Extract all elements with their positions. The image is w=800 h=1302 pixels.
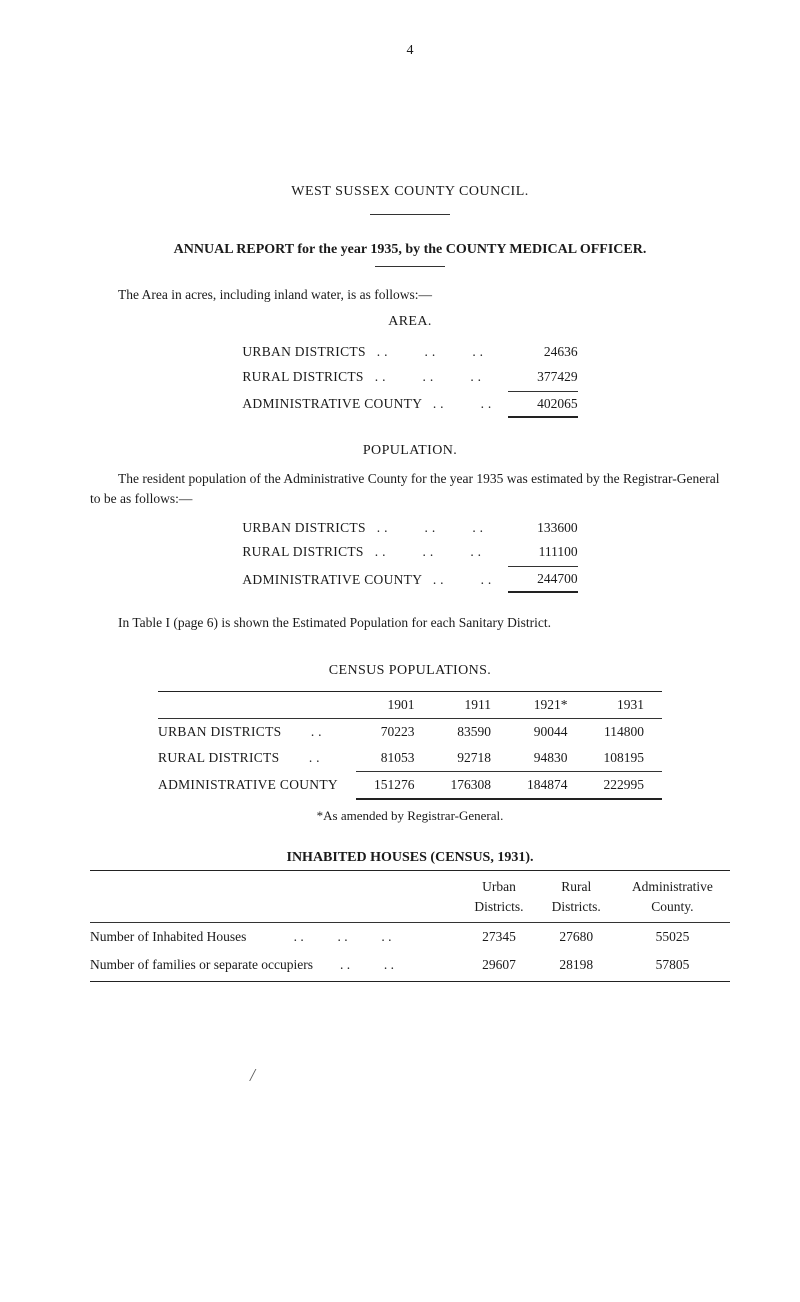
row-label: RURAL DISTRICTS . . . . . . (242, 540, 497, 564)
col-head: Administrative County. (615, 873, 730, 922)
row-label: RURAL DISTRICTS . . . . . . (242, 365, 497, 389)
label-text: ADMINISTRATIVE COUNTY (242, 396, 421, 411)
col-head (90, 873, 460, 922)
table-row: RURAL DISTRICTS . . 81053 92718 94830 10… (158, 745, 662, 772)
cell: 29607 (460, 951, 537, 979)
row-value: 111100 (498, 540, 578, 564)
cell: 28198 (538, 951, 615, 979)
council-title: WEST SUSSEX COUNTY COUNCIL. (90, 181, 730, 202)
cell: 92718 (432, 745, 509, 772)
table-bottom-rule (90, 981, 730, 982)
population-intro: The resident population of the Administr… (90, 469, 730, 510)
cell: 222995 (585, 772, 662, 799)
houses-heading: INHABITED HOUSES (CENSUS, 1931). (90, 847, 730, 868)
cell: 90044 (509, 718, 586, 745)
table-row: Number of families or separate occupiers… (90, 951, 730, 979)
report-title-text: ANNUAL REPORT for the year 1935, by the … (174, 242, 647, 257)
col-head: 1931 (585, 691, 662, 718)
cell: 114800 (585, 718, 662, 745)
row-value: 133600 (498, 516, 578, 540)
cell: 151276 (356, 772, 433, 799)
stray-slash: / (250, 1062, 730, 1089)
area-table: URBAN DISTRICTS . . . . . . 24636 RURAL … (242, 340, 577, 420)
houses-table: Urban Districts. Rural Districts. Admini… (90, 873, 730, 979)
table-row: URBAN DISTRICTS . . . . . . 24636 (242, 340, 577, 364)
table-row: ADMINISTRATIVE COUNTY . . . . 244700 (242, 564, 577, 595)
row-label: RURAL DISTRICTS . . (158, 745, 356, 772)
col-head: Rural Districts. (538, 873, 615, 922)
leader-dots: . . . . . . (377, 344, 484, 359)
row-label: Number of Inhabited Houses . . . . . . (90, 922, 460, 951)
leader-dots: . . . . . . (375, 544, 482, 559)
table-row: RURAL DISTRICTS . . . . . . 377429 (242, 365, 577, 389)
population-heading: POPULATION. (90, 440, 730, 461)
label-text: URBAN DISTRICTS (242, 344, 365, 359)
row-value: 24636 (498, 340, 578, 364)
cell: 70223 (356, 718, 433, 745)
col-head: 1911 (432, 691, 509, 718)
census-table-wrap: 1901 1911 1921* 1931 URBAN DISTRICTS . .… (90, 691, 730, 800)
table-header-row: Urban Districts. Rural Districts. Admini… (90, 873, 730, 922)
cell: 83590 (432, 718, 509, 745)
col-head: 1921* (509, 691, 586, 718)
page-number: 4 (90, 40, 730, 61)
table-row: ADMINISTRATIVE COUNTY . . . . 402065 (242, 389, 577, 420)
table-row: Number of Inhabited Houses . . . . . . 2… (90, 922, 730, 951)
label-text: ADMINISTRATIVE COUNTY (242, 572, 421, 587)
document-page: 4 WEST SUSSEX COUNTY COUNCIL. ANNUAL REP… (0, 0, 800, 1169)
row-label: URBAN DISTRICTS . . (158, 718, 356, 745)
cell: 27680 (538, 922, 615, 951)
report-title: ANNUAL REPORT for the year 1935, by the … (90, 239, 730, 260)
cell: 55025 (615, 922, 730, 951)
area-intro: The Area in acres, including inland wate… (90, 285, 730, 305)
area-heading: AREA. (90, 311, 730, 332)
row-label: ADMINISTRATIVE COUNTY (158, 772, 356, 799)
leader-dots: . . . . (433, 572, 492, 587)
row-label: URBAN DISTRICTS . . . . . . (242, 340, 497, 364)
sum-value: 244700 (508, 566, 578, 593)
row-value: 244700 (498, 564, 578, 595)
divider-rule (375, 266, 445, 267)
population-table: URBAN DISTRICTS . . . . . . 133600 RURAL… (242, 516, 577, 596)
leader-dots: . . . . (433, 396, 492, 411)
col-head: 1901 (356, 691, 433, 718)
leader-dots: . . . . . . (375, 369, 482, 384)
row-label: Number of families or separate occupiers… (90, 951, 460, 979)
row-label: ADMINISTRATIVE COUNTY . . . . (242, 564, 497, 595)
cell: 94830 (509, 745, 586, 772)
cell: 108195 (585, 745, 662, 772)
label-text: RURAL DISTRICTS (242, 369, 363, 384)
census-table: 1901 1911 1921* 1931 URBAN DISTRICTS . .… (158, 691, 662, 800)
table-i-note: In Table I (page 6) is shown the Estimat… (90, 613, 730, 633)
label-text: RURAL DISTRICTS (242, 544, 363, 559)
cell: 184874 (509, 772, 586, 799)
row-label: URBAN DISTRICTS . . . . . . (242, 516, 497, 540)
row-value: 377429 (498, 365, 578, 389)
census-footnote: *As amended by Registrar-General. (90, 806, 730, 826)
cell: 81053 (356, 745, 433, 772)
cell: 27345 (460, 922, 537, 951)
leader-dots: . . . . . . (377, 520, 484, 535)
cell: 57805 (615, 951, 730, 979)
row-value: 402065 (498, 389, 578, 420)
table-header-row: 1901 1911 1921* 1931 (158, 691, 662, 718)
table-row: RURAL DISTRICTS . . . . . . 111100 (242, 540, 577, 564)
houses-heading-text: INHABITED HOUSES (CENSUS, 1931). (287, 850, 534, 865)
col-head (158, 691, 356, 718)
census-heading: CENSUS POPULATIONS. (90, 660, 730, 681)
table-row: URBAN DISTRICTS . . 70223 83590 90044 11… (158, 718, 662, 745)
table-row-total: ADMINISTRATIVE COUNTY 151276 176308 1848… (158, 772, 662, 799)
divider-rule (370, 214, 450, 215)
cell: 176308 (432, 772, 509, 799)
table-top-rule (90, 870, 730, 871)
table-row: URBAN DISTRICTS . . . . . . 133600 (242, 516, 577, 540)
col-head: Urban Districts. (460, 873, 537, 922)
sum-value: 402065 (508, 391, 578, 418)
row-label: ADMINISTRATIVE COUNTY . . . . (242, 389, 497, 420)
label-text: URBAN DISTRICTS (242, 520, 365, 535)
